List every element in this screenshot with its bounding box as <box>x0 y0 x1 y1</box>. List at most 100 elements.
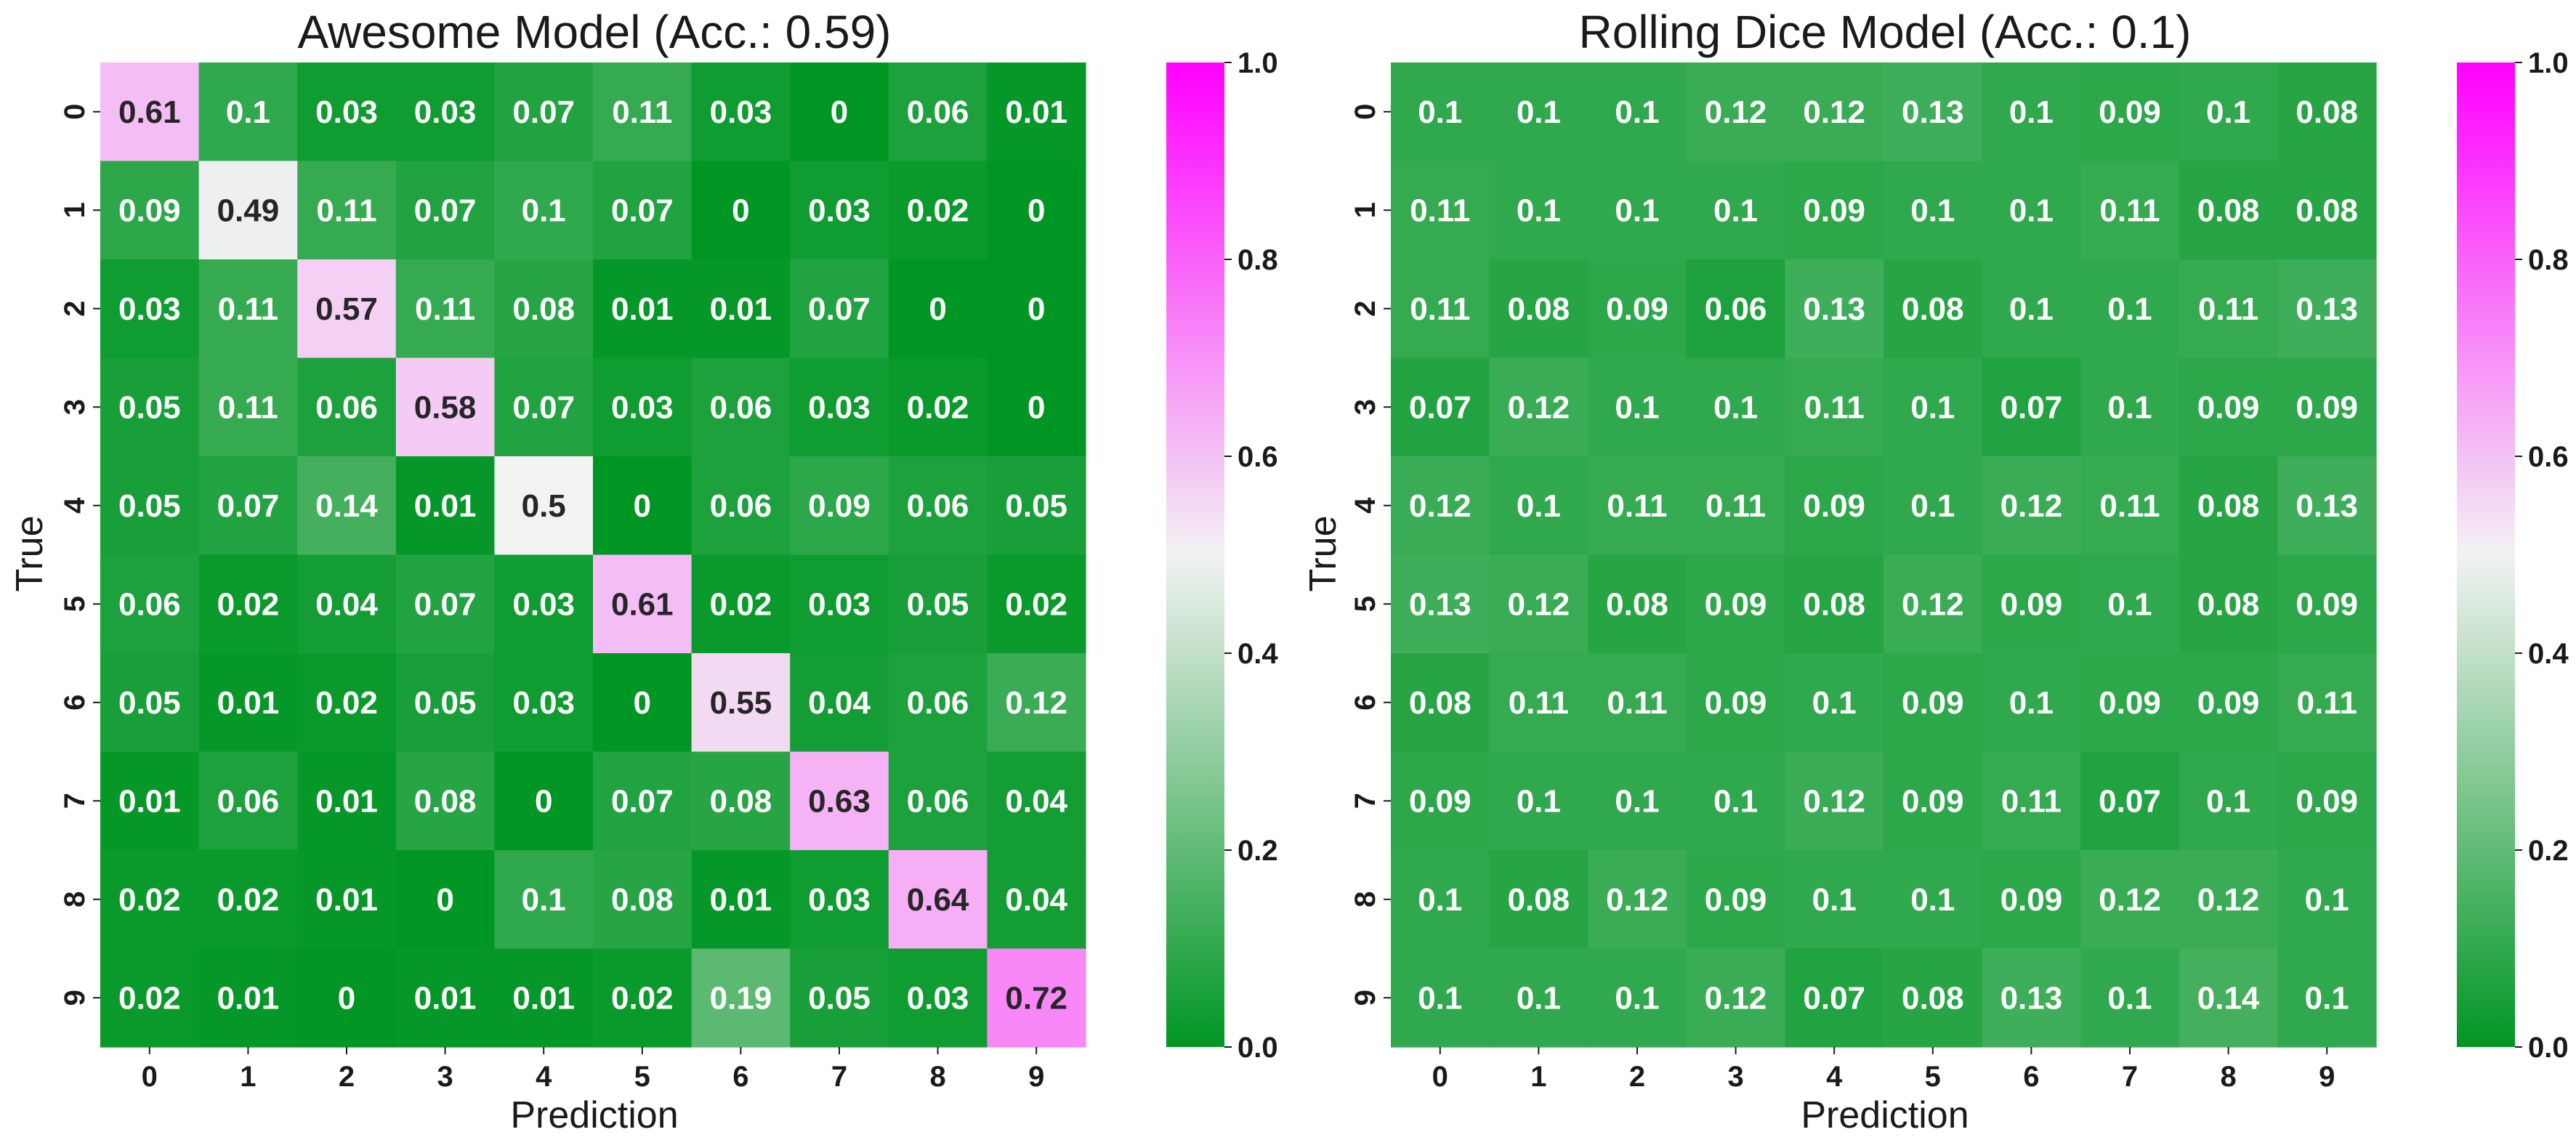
heatmap-cell <box>593 751 693 851</box>
heatmap-cell-label: 0.08 <box>2197 488 2260 524</box>
heatmap-cell <box>691 161 791 260</box>
heatmap-cell-label: 0.1 <box>1615 783 1659 819</box>
heatmap-cell <box>987 554 1086 654</box>
heatmap-cell <box>100 554 200 654</box>
heatmap-cell-label: 0.11 <box>612 94 672 130</box>
y-tick-label: 7 <box>59 793 91 809</box>
heatmap-cell <box>1588 259 1687 359</box>
heatmap-cell <box>1686 948 1785 1048</box>
heatmap-cell-label: 0.1 <box>2206 783 2250 819</box>
y-tick-label: 8 <box>59 892 91 908</box>
heatmap-cell <box>2277 850 2377 950</box>
heatmap-cell-label: 0.12 <box>1508 586 1570 622</box>
heatmap-cell <box>297 653 397 753</box>
heatmap-cell <box>593 850 693 950</box>
heatmap-cell-label: 0.1 <box>1713 783 1758 819</box>
heatmap-cell-label: 0 <box>1027 193 1045 228</box>
heatmap-cell <box>2179 161 2278 260</box>
x-tick-label: 3 <box>1727 1061 1743 1093</box>
heatmap-cell <box>1391 554 1490 654</box>
heatmap-cell-label: 0.07 <box>1409 389 1471 425</box>
heatmap-cell-label: 0 <box>634 488 651 524</box>
heatmap-cell <box>1785 456 1884 556</box>
heatmap-cell <box>297 161 397 260</box>
heatmap-cell <box>494 653 594 753</box>
heatmap-cell-label: 0.09 <box>1606 291 1668 327</box>
heatmap-cell-label: 0.11 <box>2099 488 2160 524</box>
heatmap-cells: 0.61 0.1 0.03 0.03 0.07 0.11 0.03 0 0.06 0.01 0.09… <box>100 62 1086 1048</box>
heatmap-cell <box>100 751 200 851</box>
heatmap-cell-label: 0.03 <box>611 389 674 425</box>
heatmap-cell-label: 0.07 <box>512 94 575 130</box>
heatmap-cell-label: 0.09 <box>2000 882 2063 918</box>
heatmap-cell-label: 0.09 <box>2296 783 2358 819</box>
heatmap-cell-label: 0 <box>634 685 651 721</box>
colorbar: 0.0 0.2 0.4 0.6 0.8 1.0 <box>1166 47 1278 1064</box>
heatmap-cell <box>494 850 594 950</box>
heatmap-cell-label: 0.12 <box>1803 783 1865 819</box>
heatmap-cell-label: 0.1 <box>1615 193 1659 228</box>
heatmap-cell-label: 0.11 <box>1804 389 1865 425</box>
heatmap-cell <box>888 653 988 753</box>
heatmap-cell <box>691 751 791 851</box>
colorbar-tick-label: 1.0 <box>1237 47 1278 79</box>
y-tick-label: 3 <box>59 399 91 415</box>
heatmap-cell-label: 0.06 <box>710 488 772 524</box>
heatmap-cell <box>494 456 594 556</box>
heatmap-cell-label: 0.06 <box>907 488 969 524</box>
heatmap-cell-label: 0.08 <box>1508 291 1570 327</box>
heatmap-cell-label: 0.11 <box>218 389 278 425</box>
heatmap-cell-label: 0.07 <box>414 193 477 228</box>
heatmap-cell <box>1489 259 1588 359</box>
heatmap-cell <box>395 751 495 851</box>
heatmap-cell-label: 0.03 <box>710 94 772 130</box>
heatmap-cell <box>395 948 495 1048</box>
heatmap-cell <box>1982 161 2081 260</box>
heatmap-cell-label: 0.04 <box>808 685 871 721</box>
heatmap-cell <box>297 554 397 654</box>
heatmap-cell <box>691 653 791 753</box>
heatmap-cell <box>888 751 988 851</box>
heatmap-cell <box>888 62 988 162</box>
heatmap-cell <box>1588 653 1687 753</box>
colorbar-tick-label: 0.6 <box>2528 441 2569 473</box>
heatmap-cell <box>790 357 889 457</box>
heatmap-cell <box>691 456 791 556</box>
heatmap-cell <box>297 850 397 950</box>
x-tick-label: 9 <box>2319 1061 2335 1093</box>
heatmap-cell <box>100 357 200 457</box>
heatmap-cell-label: 0.08 <box>2296 94 2358 130</box>
heatmap-cell <box>987 850 1086 950</box>
heatmap-cell-label: 0.1 <box>1615 389 1659 425</box>
heatmap-cell-label: 0 <box>338 980 355 1016</box>
heatmap-cell-label: 0.09 <box>808 488 871 524</box>
heatmap-cell-label: 0.09 <box>2296 389 2358 425</box>
heatmap-cell-label: 0.12 <box>2000 488 2063 524</box>
heatmap-cell-label: 0.03 <box>414 94 477 130</box>
heatmap-cell <box>494 259 594 359</box>
heatmap-cell <box>1982 850 2081 950</box>
colorbar-ticks: 0.0 0.2 0.4 0.6 0.8 1.0 <box>2515 47 2569 1064</box>
heatmap-cell-label: 0.06 <box>315 389 378 425</box>
heatmap-cell-label: 0.01 <box>118 783 181 819</box>
heatmap-cell <box>2277 653 2377 753</box>
heatmap-cell-label: 0.11 <box>415 291 475 327</box>
heatmap-cell <box>1489 161 1588 260</box>
y-tick-label: 9 <box>59 990 91 1006</box>
heatmap-cell-label: 0.02 <box>217 586 280 622</box>
heatmap-cell <box>395 62 495 162</box>
y-tick-label: 6 <box>1349 695 1381 711</box>
x-tick-labels: 0 1 2 3 4 5 6 7 8 9 <box>1432 1047 2335 1093</box>
heatmap-cell <box>1489 850 1588 950</box>
heatmap-cell <box>888 554 988 654</box>
heatmap-cell-label: 0.11 <box>2001 783 2062 819</box>
heatmap-cell-label: 0.01 <box>611 291 674 327</box>
heatmap-cell <box>1489 554 1588 654</box>
heatmap-cell <box>1588 62 1687 162</box>
heatmap-cell-label: 0.03 <box>512 586 575 622</box>
heatmap-cell <box>888 948 988 1048</box>
heatmap-cell <box>691 948 791 1048</box>
heatmap-cell <box>198 259 298 359</box>
heatmap-cell-label: 0.11 <box>1607 685 1667 721</box>
x-axis-label: Prediction <box>1801 1094 1969 1136</box>
